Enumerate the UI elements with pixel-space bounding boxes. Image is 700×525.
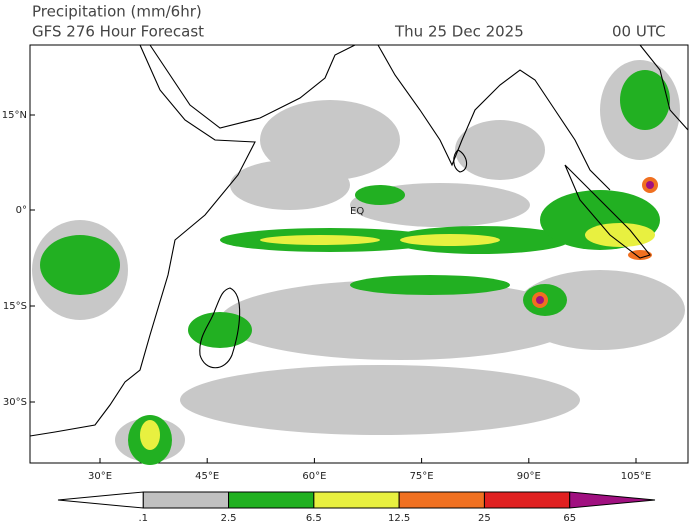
colorbar-segment bbox=[483, 491, 571, 509]
lat-label: 15°S bbox=[3, 301, 27, 312]
time: 00 UTC bbox=[612, 23, 666, 41]
equator-label: EQ bbox=[350, 206, 364, 217]
lat-label: 15°N bbox=[2, 110, 27, 121]
lon-label: 45°E bbox=[195, 471, 219, 482]
lon-label: 105°E bbox=[621, 471, 651, 482]
lon-label: 90°E bbox=[517, 471, 541, 482]
colorbar-segment bbox=[398, 491, 485, 509]
colorbar-label: 25 bbox=[478, 513, 491, 524]
lat-label: 0° bbox=[16, 205, 27, 216]
coastlines bbox=[29, 44, 689, 437]
colorbar: .1 2.5 6.5 12.5 25 65 bbox=[57, 491, 656, 524]
title: Precipitation (mm/6hr) bbox=[32, 3, 202, 21]
colorbar-segment bbox=[57, 491, 144, 509]
precip-field bbox=[32, 60, 685, 465]
lat-label: 30°S bbox=[3, 397, 27, 408]
date: Thu 25 Dec 2025 bbox=[394, 23, 524, 41]
colorbar-segment bbox=[142, 491, 230, 509]
colorbar-label: 12.5 bbox=[388, 513, 410, 524]
subtitle: GFS 276 Hour Forecast bbox=[32, 23, 204, 41]
colorbar-segment bbox=[569, 491, 656, 509]
lon-label: 75°E bbox=[410, 471, 434, 482]
map: EQ bbox=[29, 44, 689, 465]
colorbar-label: 65 bbox=[563, 513, 576, 524]
colorbar-segment bbox=[228, 491, 315, 509]
colorbar-label: 2.5 bbox=[221, 513, 237, 524]
colorbar-label: 6.5 bbox=[306, 513, 322, 524]
lon-label: 60°E bbox=[302, 471, 326, 482]
colorbar-label: .1 bbox=[139, 513, 149, 524]
lon-label: 30°E bbox=[88, 471, 112, 482]
colorbar-segment bbox=[313, 491, 400, 509]
